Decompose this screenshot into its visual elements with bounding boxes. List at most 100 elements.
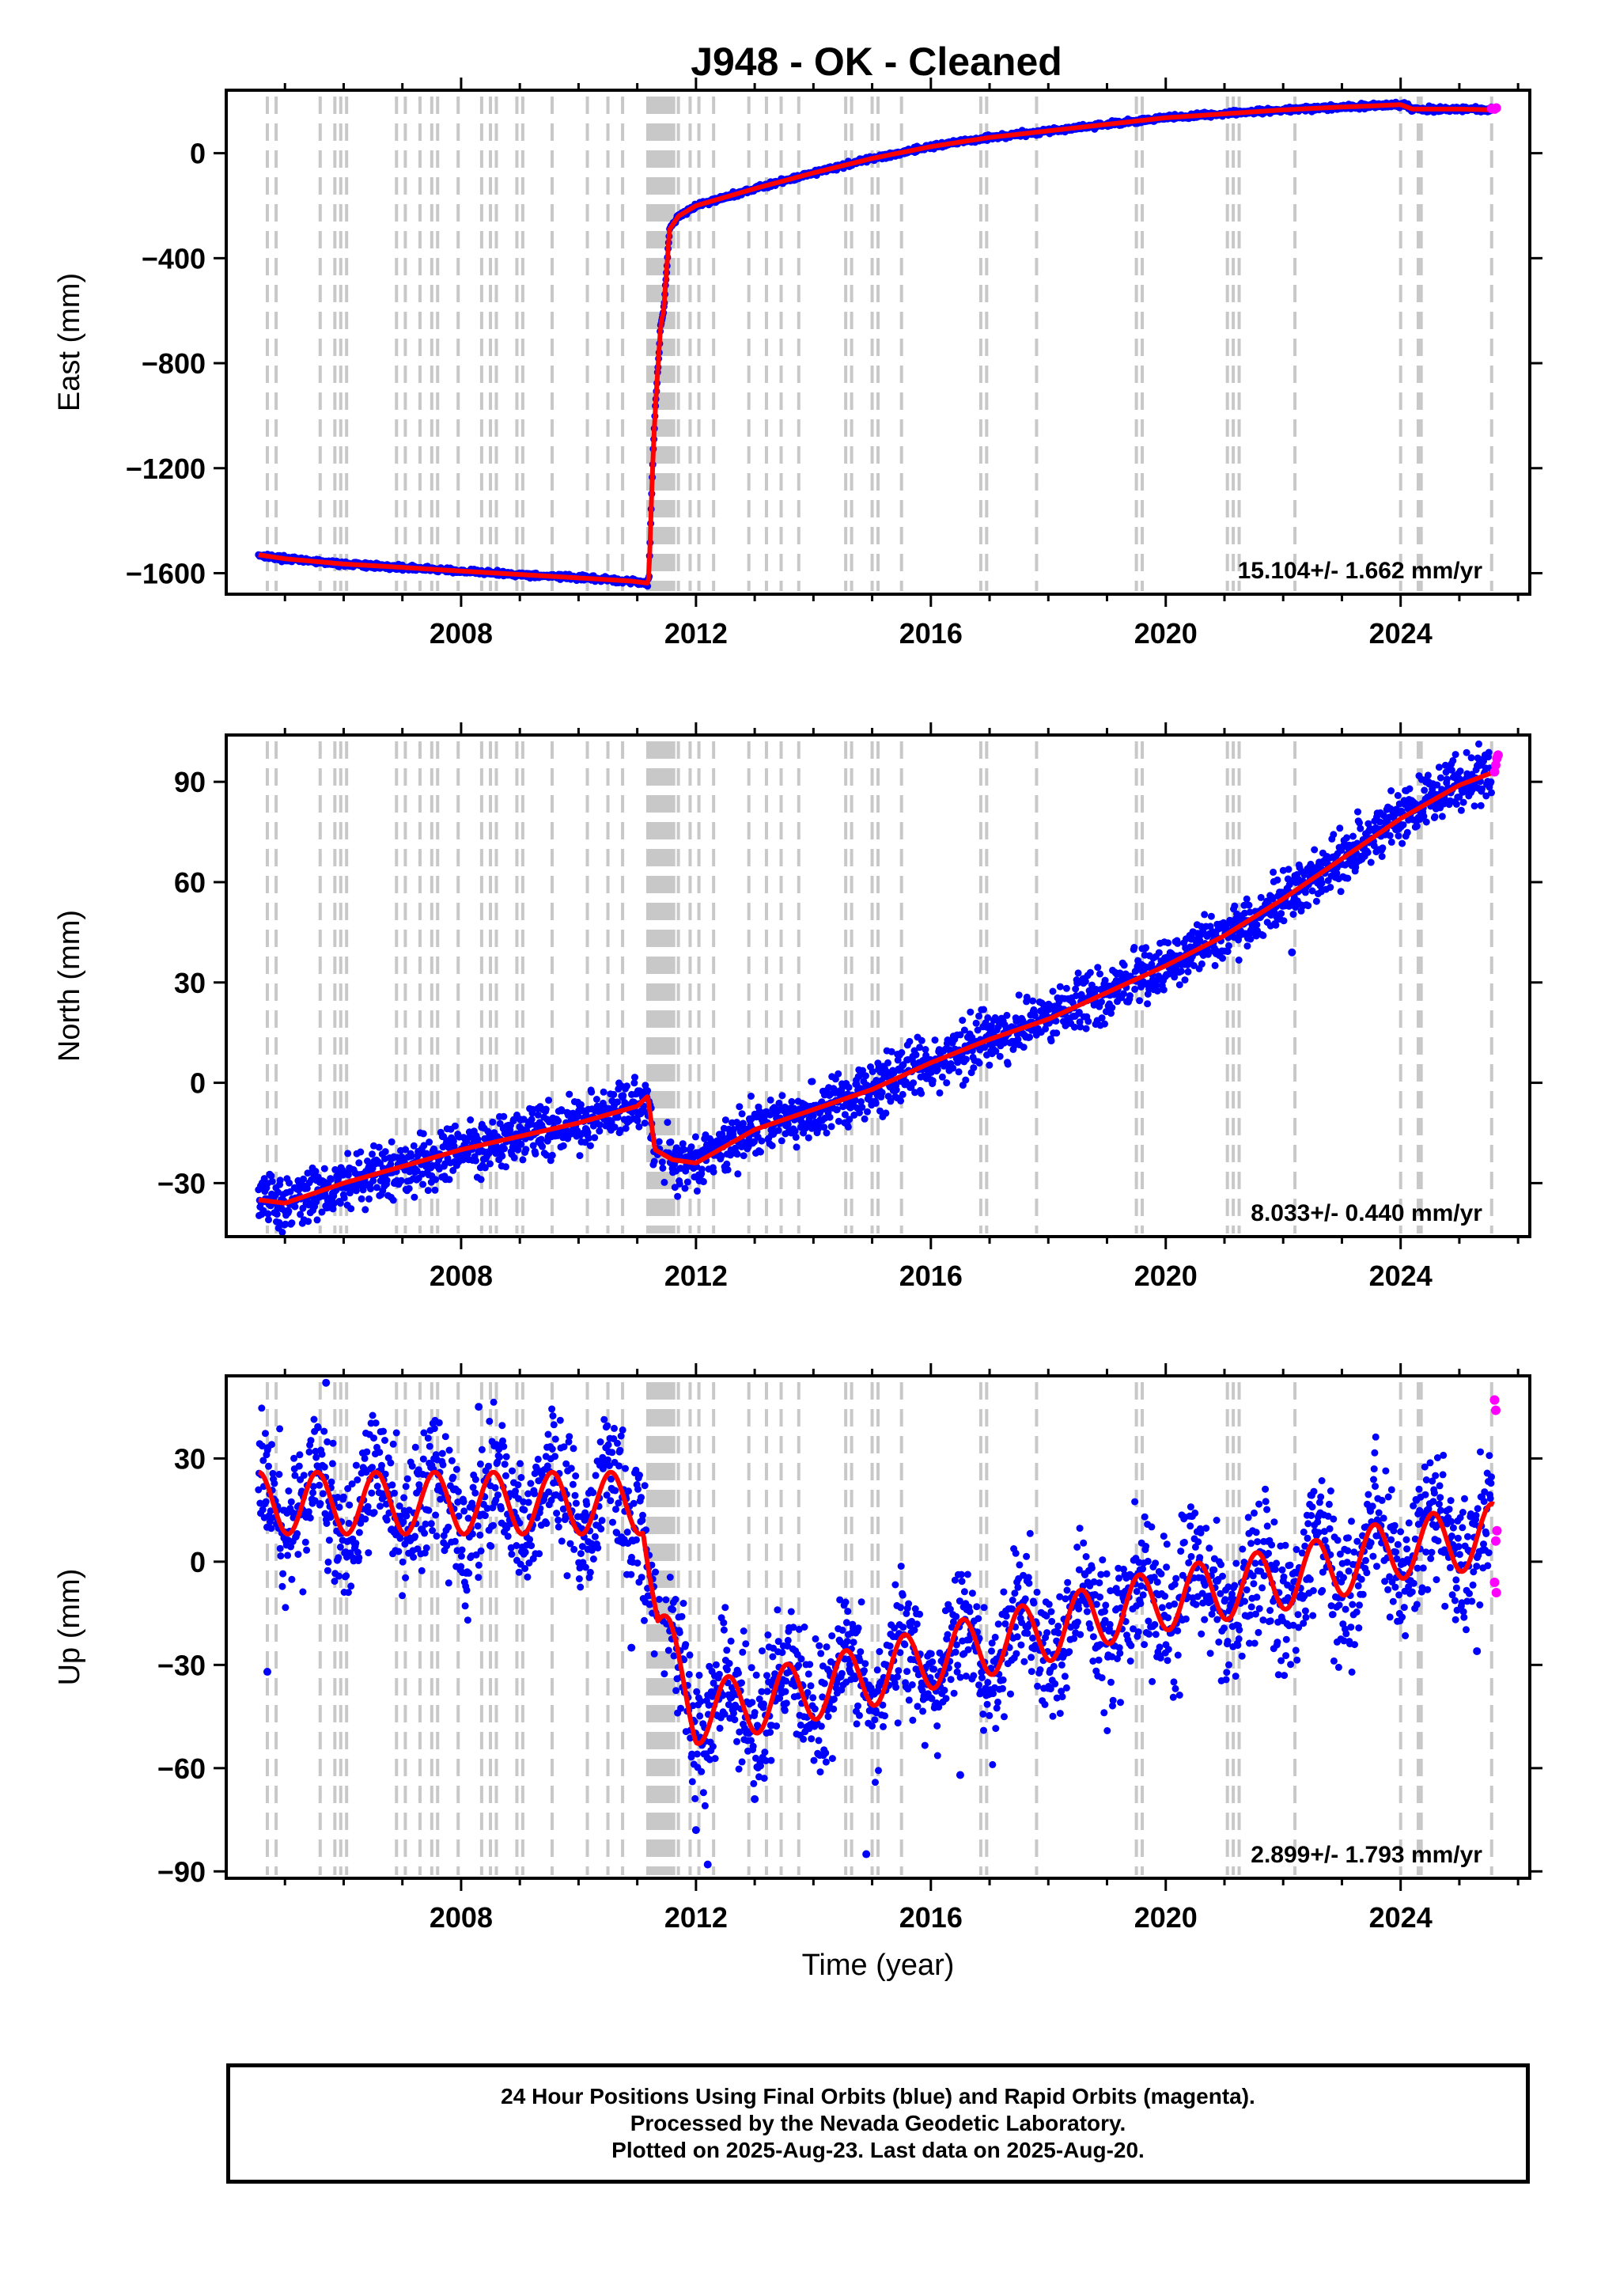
y-axis: 0−400−800−1200−1600 <box>126 138 1542 589</box>
data-point <box>1164 939 1172 947</box>
data-point <box>1478 785 1486 793</box>
data-point <box>1488 789 1495 797</box>
data-point <box>1436 774 1444 782</box>
data-point <box>1277 910 1285 918</box>
data-point <box>1120 990 1127 998</box>
data-point <box>358 1195 365 1203</box>
panel-east: 2008 2012 2016 2020 20240−400−800−1200−1600E… <box>53 78 1542 650</box>
data-point <box>740 1120 747 1127</box>
data-point <box>1246 908 1254 916</box>
data-point <box>862 1072 869 1080</box>
data-point <box>734 1170 742 1178</box>
data-point <box>297 1211 305 1218</box>
data-point <box>1403 828 1411 836</box>
data-point <box>514 1146 522 1154</box>
data-point <box>502 1163 509 1171</box>
data-point <box>528 1116 536 1123</box>
data-point <box>1280 917 1288 925</box>
data-point <box>1053 1029 1061 1037</box>
data-point <box>986 1061 994 1069</box>
data-point <box>1259 931 1267 939</box>
data-point <box>576 1152 584 1160</box>
data-point <box>724 1166 732 1174</box>
data-point <box>1330 831 1338 839</box>
data-point <box>736 1103 744 1111</box>
data-point <box>1457 806 1465 814</box>
data-point <box>660 1178 668 1186</box>
data-point <box>1456 767 1464 775</box>
data-point <box>361 1206 369 1214</box>
data-point <box>1072 992 1080 999</box>
data-point <box>949 1064 957 1072</box>
data-point <box>375 1143 383 1151</box>
data-point <box>635 1123 643 1131</box>
data-point <box>411 1193 418 1201</box>
data-point <box>1455 793 1463 801</box>
data-point <box>1181 976 1189 984</box>
data-point <box>591 1134 599 1142</box>
data-point <box>259 1442 266 1450</box>
data-point <box>1274 876 1281 884</box>
data-point <box>588 1088 596 1096</box>
data-point <box>931 1036 939 1044</box>
data-point <box>1126 992 1134 999</box>
data-point <box>774 1127 782 1135</box>
data-point <box>545 1097 553 1104</box>
data-point <box>766 1096 774 1104</box>
data-point <box>1101 1020 1108 1028</box>
data-point <box>510 1154 518 1161</box>
model-line <box>257 769 1496 1206</box>
data-point <box>936 1089 944 1097</box>
data-point <box>365 1195 373 1203</box>
data-point <box>566 1090 573 1098</box>
x-tick-label: 2016 <box>899 617 963 650</box>
data-point <box>1379 844 1387 852</box>
rapid-point <box>1491 103 1501 113</box>
x-tick-label: 2024 <box>1369 617 1433 650</box>
data-point <box>397 1176 405 1184</box>
data-point <box>994 1023 1002 1031</box>
data-point <box>420 1142 428 1150</box>
data-point <box>1424 771 1432 779</box>
data-point <box>827 1123 835 1131</box>
data-point <box>1467 754 1475 762</box>
data-point <box>320 1165 328 1173</box>
data-point <box>1049 987 1057 995</box>
data-point <box>329 1205 337 1213</box>
data-point <box>655 1138 663 1146</box>
data-point <box>623 1082 630 1090</box>
data-point <box>574 1112 582 1120</box>
y-tick-label: −30 <box>157 1167 206 1199</box>
data-point <box>1253 921 1261 929</box>
data-point <box>419 1130 427 1138</box>
data-point <box>721 1116 729 1124</box>
data-point <box>674 1192 682 1200</box>
data-point <box>791 1127 799 1135</box>
data-point <box>1327 884 1334 891</box>
data-point <box>1433 781 1441 789</box>
data-point <box>405 1184 413 1192</box>
data-point <box>327 1176 335 1184</box>
data-point <box>1387 838 1395 846</box>
data-point <box>291 1203 299 1211</box>
y-tick-label: 90 <box>174 766 206 798</box>
data-point <box>1442 768 1450 776</box>
rapid-orbit-points <box>1489 750 1503 777</box>
data-point <box>344 1150 352 1157</box>
data-point <box>858 1104 866 1111</box>
data-point <box>413 1167 421 1175</box>
rapid-orbit-points <box>1486 103 1501 114</box>
data-point <box>1152 982 1160 989</box>
data-point <box>644 1087 652 1094</box>
data-point <box>559 1142 567 1150</box>
data-point <box>1463 748 1470 756</box>
data-point <box>286 1179 293 1187</box>
data-point <box>835 1070 842 1078</box>
x-axis: 2008 2012 2016 2020 2024 <box>283 78 1520 650</box>
data-point <box>1243 895 1251 903</box>
data-point <box>833 1106 841 1113</box>
data-point <box>864 1108 871 1116</box>
data-point <box>1177 968 1185 976</box>
